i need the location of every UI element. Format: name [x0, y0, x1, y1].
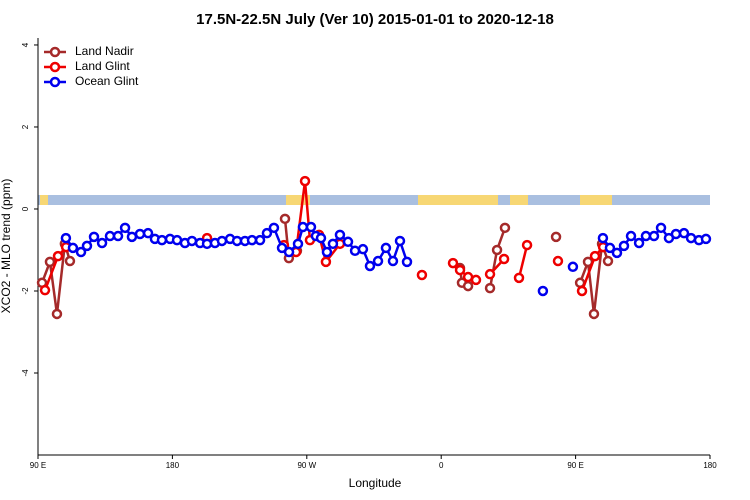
- data-point: [268, 222, 280, 234]
- data-point: [156, 234, 168, 246]
- data-point: [462, 280, 474, 292]
- data-point: [321, 246, 333, 258]
- data-point: [537, 285, 549, 297]
- data-point: [604, 242, 616, 254]
- data-point: [640, 230, 652, 242]
- data-point: [700, 233, 712, 245]
- data-point: [416, 269, 428, 281]
- data-point: [60, 232, 72, 244]
- y-tick-label: 2: [21, 124, 30, 129]
- data-point: [394, 235, 406, 247]
- data-point: [315, 232, 327, 244]
- data-point: [491, 244, 503, 256]
- data-point: [588, 308, 600, 320]
- data-point: [320, 256, 332, 268]
- legend-label: Ocean Glint: [75, 74, 139, 88]
- data-point: [625, 230, 637, 242]
- data-point: [327, 238, 339, 250]
- data-point: [254, 234, 266, 246]
- data-point: [142, 227, 154, 239]
- x-tick-label: 90 E: [30, 461, 46, 470]
- data-point: [357, 243, 369, 255]
- data-point: [279, 213, 291, 225]
- data-point: [104, 230, 116, 242]
- land-ocean-strip: [38, 195, 710, 205]
- data-point: [380, 242, 392, 254]
- data-point: [246, 234, 258, 246]
- chart-title: 17.5N-22.5N July (Ver 10) 2015-01-01 to …: [196, 11, 554, 28]
- data-point: [454, 264, 466, 276]
- legend-marker: [49, 46, 61, 58]
- data-point: [75, 246, 87, 258]
- data-point: [364, 260, 376, 272]
- data-point: [297, 221, 309, 233]
- x-tick-label: 0: [439, 461, 444, 470]
- data-point: [576, 285, 588, 297]
- x-tick-label: 90 W: [297, 461, 316, 470]
- data-point: [44, 256, 56, 268]
- data-point: [299, 175, 311, 187]
- data-point: [648, 230, 660, 242]
- y-tick-label: 0: [21, 206, 30, 211]
- y-axis-label: XCO2 - MLO trend (ppm): [0, 179, 13, 314]
- data-point: [134, 228, 146, 240]
- data-point: [484, 282, 496, 294]
- data-point: [633, 237, 645, 249]
- data-point: [292, 238, 304, 250]
- data-point: [552, 255, 564, 267]
- data-point: [39, 284, 51, 296]
- legend-marker: [49, 76, 61, 88]
- data-point: [88, 231, 100, 243]
- y-tick-label: 4: [21, 42, 30, 47]
- x-tick-label: 90 E: [567, 461, 583, 470]
- data-point: [261, 227, 273, 239]
- data-point: [589, 250, 601, 262]
- data-point: [484, 268, 496, 280]
- y-tick-label: -2: [21, 287, 30, 295]
- legend-marker: [49, 61, 61, 73]
- x-axis-label: Longitude: [349, 476, 402, 490]
- data-point: [499, 222, 511, 234]
- data-point: [387, 255, 399, 267]
- data-point: [602, 255, 614, 267]
- data-point: [126, 231, 138, 243]
- data-point: [96, 237, 108, 249]
- data-point: [334, 229, 346, 241]
- data-point: [521, 239, 533, 251]
- data-point: [51, 308, 63, 320]
- data-point: [597, 232, 609, 244]
- data-point: [618, 240, 630, 252]
- data-point: [567, 261, 579, 273]
- data-point: [112, 230, 124, 242]
- data-point: [401, 256, 413, 268]
- data-point: [678, 227, 690, 239]
- data-point: [305, 221, 317, 233]
- data-point: [67, 242, 79, 254]
- data-point: [611, 247, 623, 259]
- data-point: [342, 236, 354, 248]
- data-point: [52, 250, 64, 262]
- legend-label: Land Glint: [75, 59, 130, 73]
- data-point: [550, 231, 562, 243]
- data-point: [119, 222, 131, 234]
- data-point: [470, 274, 482, 286]
- x-tick-label: 180: [703, 461, 717, 470]
- data-point: [186, 235, 198, 247]
- data-point: [670, 228, 682, 240]
- data-point: [372, 255, 384, 267]
- data-point: [216, 235, 228, 247]
- legend-label: Land Nadir: [75, 44, 134, 58]
- data-point: [498, 253, 510, 265]
- x-tick-label: 180: [166, 461, 180, 470]
- data-point: [513, 272, 525, 284]
- data-point: [64, 255, 76, 267]
- data-point: [283, 246, 295, 258]
- data-point: [447, 257, 459, 269]
- data-point: [655, 222, 667, 234]
- data-point: [81, 240, 93, 252]
- y-tick-label: -4: [21, 369, 30, 377]
